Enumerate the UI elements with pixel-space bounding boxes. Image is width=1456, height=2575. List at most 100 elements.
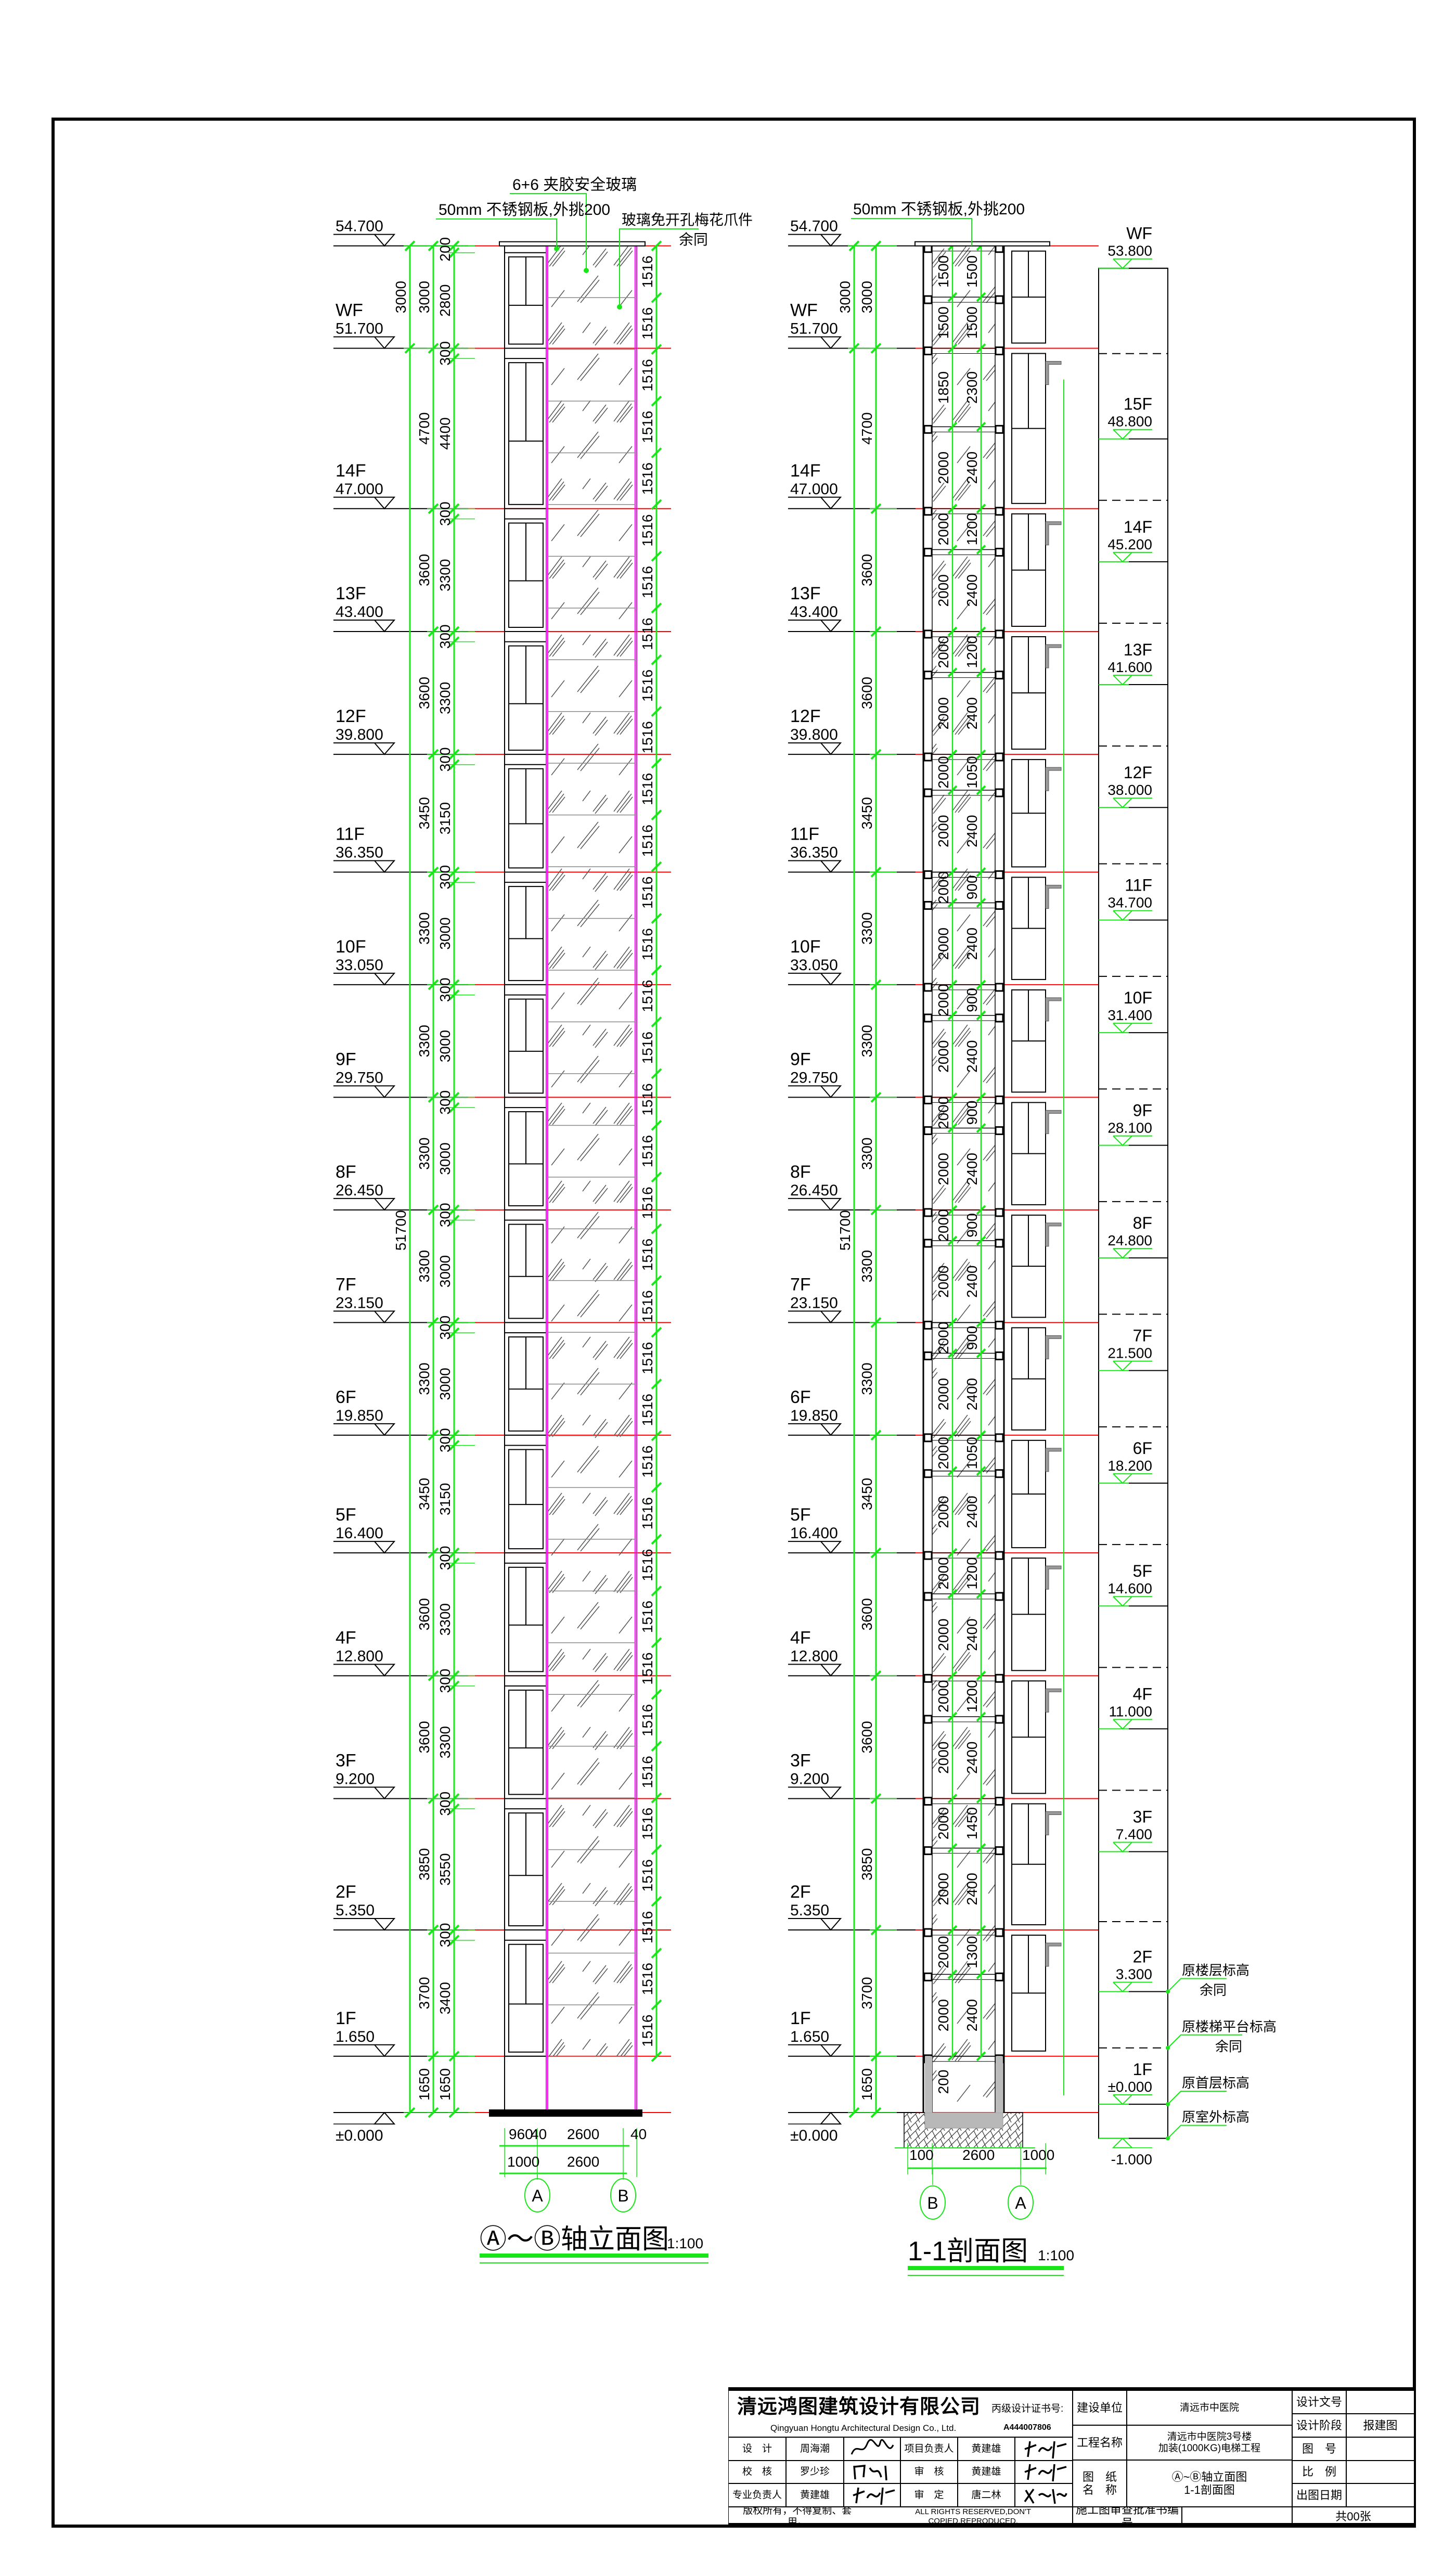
inner-dim-text: 2400 <box>964 574 980 607</box>
inner-dim-text: 2400 <box>964 1378 980 1410</box>
inner-dim-text: 2000 <box>935 513 951 545</box>
existing-level-value: ±0.000 <box>1108 2079 1152 2095</box>
beam-square <box>995 870 1004 879</box>
glass-dim-text: 1516 <box>639 1032 655 1064</box>
level-symbol <box>788 336 842 350</box>
beam-square <box>923 1013 933 1023</box>
floor-dim-text: 3850 <box>416 1848 432 1881</box>
level-value: 51.700 <box>790 320 838 337</box>
beam-square <box>923 1715 933 1724</box>
beam-square <box>995 752 1004 762</box>
note-text: 原首层标高 <box>1182 2075 1249 2091</box>
existing-level-value: 21.500 <box>1107 1345 1152 1361</box>
beam-square <box>995 900 1004 910</box>
project-line-1: 清远市中医院3号楼 <box>1167 2431 1252 2442</box>
inner-dim-text: 2400 <box>964 1153 980 1185</box>
dim-tick <box>947 1123 958 1133</box>
level-name: 6F <box>790 1387 811 1407</box>
drawing-name-label: 图 纸 名 称 <box>1073 2460 1127 2507</box>
dim-tick <box>651 240 662 252</box>
level-value: 26.450 <box>336 1182 383 1199</box>
glass-dim-text: 1516 <box>639 877 655 909</box>
landing-stub <box>1046 1335 1062 1359</box>
dim-tick <box>976 1969 986 1979</box>
dim-tick <box>651 1741 662 1752</box>
floor-dim-text: 3000 <box>859 281 875 313</box>
inner-dim-text: 2000 <box>935 1209 951 1241</box>
date-label: 出图日期 <box>1292 2483 1346 2507</box>
glass-dim-text: 1516 <box>639 1290 655 1322</box>
view-scale: 1:100 <box>667 2235 703 2251</box>
inner-dim-text: 2000 <box>935 984 951 1016</box>
level-symbol <box>333 1664 396 1677</box>
dim-tick <box>976 1843 986 1853</box>
level-value: 43.400 <box>790 603 838 621</box>
inner-dim-text: 2000 <box>935 1097 951 1129</box>
floor-dim-text: 3450 <box>859 1478 875 1510</box>
axis-bubble <box>610 2178 636 2212</box>
doc-no-label: 设计文号 <box>1292 2390 1346 2414</box>
level-symbol <box>788 496 842 510</box>
inner-dim-text: 300 <box>437 341 453 366</box>
section-view: 54.70051.700WF47.00014F43.40013F39.80012… <box>788 201 1277 2276</box>
beam-square <box>923 1351 933 1360</box>
existing-level-name: 11F <box>1125 876 1152 895</box>
beam-square <box>923 1796 933 1806</box>
dim-tick <box>947 749 958 759</box>
title-block: 清远鸿图建筑设计有限公司 丙级设计证书号: Qingyuan Hongtu Ar… <box>728 2387 1414 2526</box>
signature <box>1015 2461 1073 2483</box>
beam-square <box>995 1972 1004 1981</box>
level-symbol <box>788 1918 842 1931</box>
doc-no <box>1346 2390 1414 2414</box>
level-name: 14F <box>790 461 821 481</box>
floor-dim-text: 3300 <box>859 1362 875 1395</box>
level-symbol <box>788 1085 842 1098</box>
inner-dim-text: 2400 <box>964 1999 980 2031</box>
beam-square <box>923 1433 933 1443</box>
same-rest-note: 余同 <box>679 231 708 248</box>
dim-tick <box>947 1548 958 1558</box>
axis-bubble <box>524 2178 550 2212</box>
dim-tick <box>947 898 958 908</box>
dim-tick <box>651 654 662 665</box>
dim-tick <box>947 980 958 990</box>
beam-square <box>995 983 1004 992</box>
inner-dim-text: 2000 <box>935 636 951 668</box>
view-title: Ⓐ～Ⓑ轴立面图 <box>480 2224 669 2255</box>
dim-tick <box>947 667 958 678</box>
landing-stub <box>1046 1565 1062 1590</box>
floor-dim-text: 4700 <box>859 412 875 444</box>
glass-dim-text: 1516 <box>639 462 655 495</box>
project-label: 工程名称 <box>1073 2425 1127 2460</box>
copyright-cell: 版权所有，不得复制、套用。 ALL RIGHTS RESERVED,DON'T … <box>728 2507 1073 2526</box>
level-symbol <box>1112 2138 1133 2148</box>
inner-dim-text: 2000 <box>935 1040 951 1073</box>
beam-square <box>923 548 933 557</box>
level-symbol <box>788 1310 842 1323</box>
glass-dim-text: 1516 <box>639 1911 655 1943</box>
beam-square <box>923 1208 933 1217</box>
inner-dim-text: 300 <box>437 1923 453 1948</box>
floor-dim-text: 3000 <box>416 281 432 313</box>
total-dim-text: 51700 <box>393 1210 409 1251</box>
glass-dim-text: 1516 <box>639 670 655 702</box>
note-leader <box>1167 2091 1227 2105</box>
dim-tick <box>651 1482 662 1493</box>
inner-dim-text: 900 <box>964 1101 980 1125</box>
dim-tick <box>651 913 662 924</box>
company-cell: 清远鸿图建筑设计有限公司 丙级设计证书号: Qingyuan Hongtu Ar… <box>728 2390 1073 2437</box>
inner-dim-text: 2000 <box>935 871 951 904</box>
level-value: 19.850 <box>790 1407 838 1424</box>
level-symbol <box>373 2112 396 2125</box>
bottom-dim-text: 100 <box>909 2147 934 2163</box>
beam-square <box>995 1928 1004 1937</box>
dim-tick <box>651 1637 662 1649</box>
level-symbol <box>333 1918 396 1931</box>
dim-tick <box>976 749 986 759</box>
signature-icon <box>1024 2441 1066 2458</box>
dim-tick <box>947 1348 958 1358</box>
dim-tick <box>976 980 986 990</box>
existing-level-value: 34.700 <box>1107 895 1152 911</box>
inner-dim-text: 3000 <box>437 917 453 949</box>
inner-dim-text: 3000 <box>437 1255 453 1288</box>
